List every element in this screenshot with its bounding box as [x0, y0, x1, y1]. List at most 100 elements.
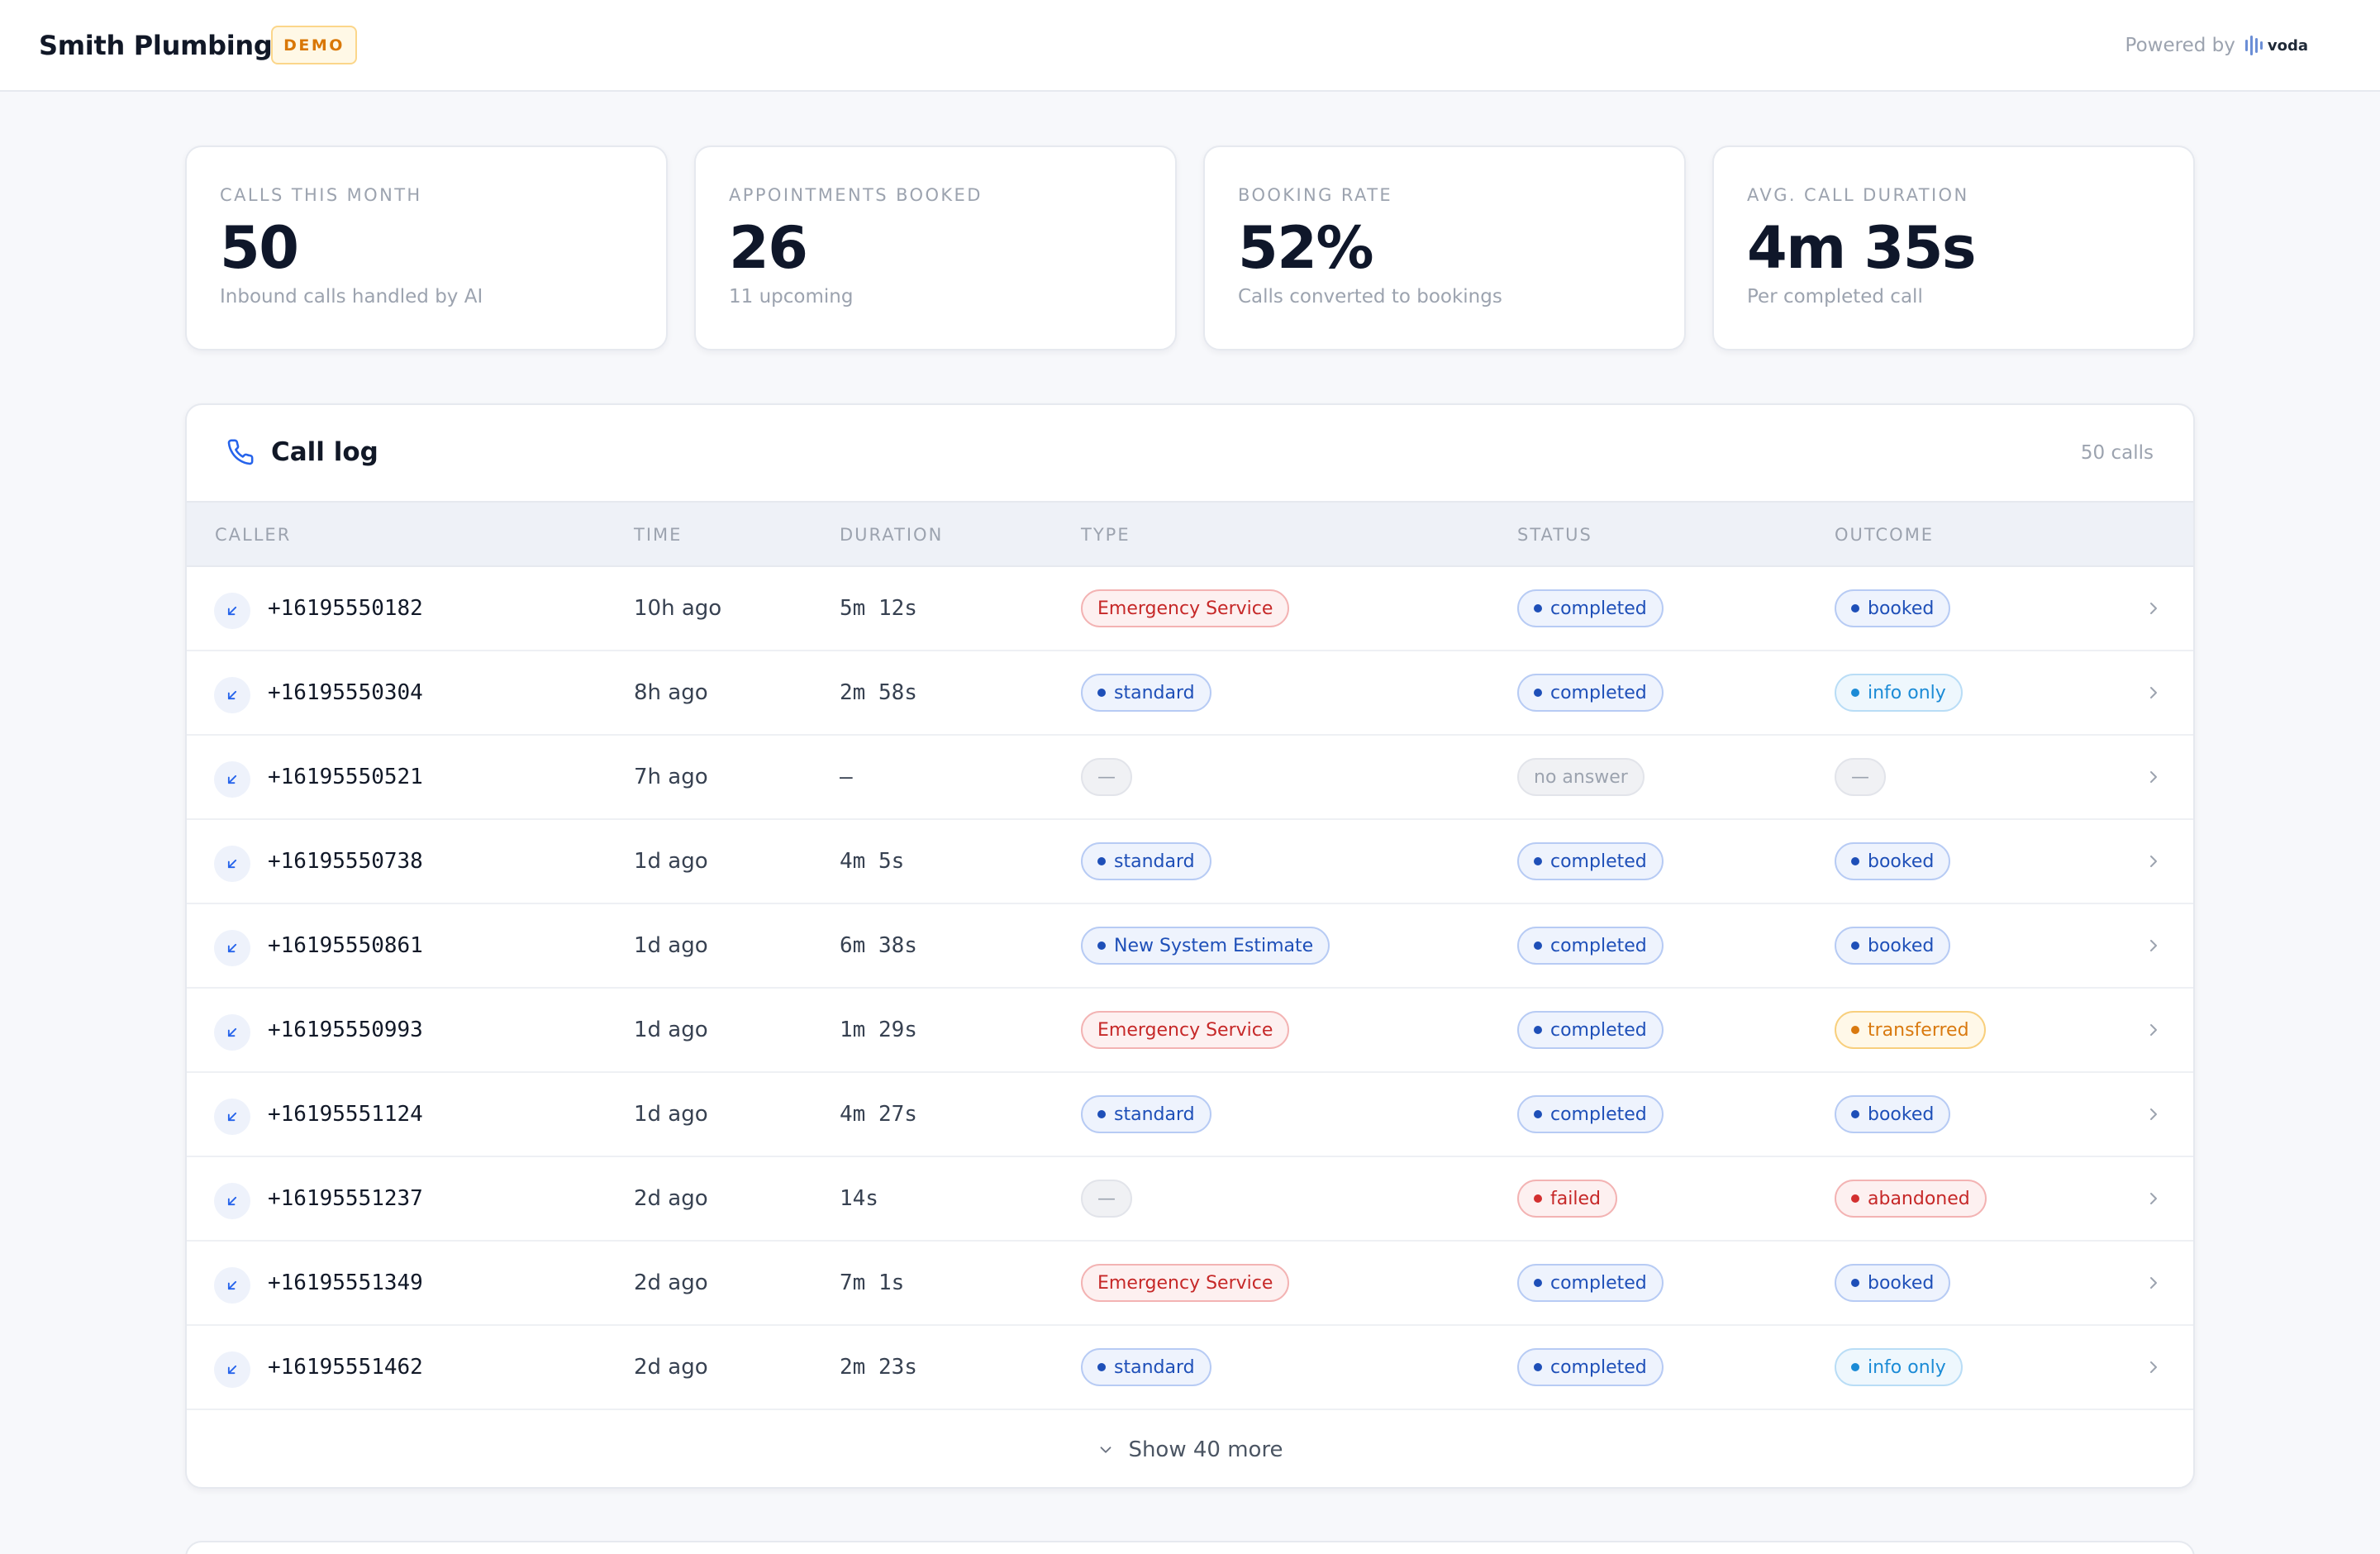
status-dot	[1534, 1194, 1542, 1203]
inbound-call-badge	[214, 1099, 250, 1135]
call-time: 8h ago	[634, 680, 708, 705]
status-dot	[1534, 604, 1542, 613]
outcome-badge: booked	[1835, 589, 1951, 627]
call-duration: —	[840, 765, 853, 789]
status-badge: completed	[1517, 1011, 1664, 1049]
status-dot	[1097, 857, 1106, 865]
outcome-badge: booked	[1835, 1095, 1951, 1133]
outcome-badge: abandoned	[1835, 1180, 1987, 1218]
call-duration: 7m 1s	[840, 1270, 905, 1295]
call-duration: 4m 27s	[840, 1102, 917, 1127]
status-dot	[1534, 1363, 1542, 1371]
stat-label: BOOKING RATE	[1238, 185, 1393, 205]
chevron-right-icon[interactable]	[2144, 851, 2163, 871]
status-badge-label: completed	[1550, 851, 1647, 872]
chevron-right-icon[interactable]	[2144, 936, 2163, 956]
stat-card: APPOINTMENTS BOOKED 26 11 upcoming	[694, 145, 1177, 350]
column-header-time[interactable]: TIME	[634, 525, 683, 545]
caller-number: +16195550861	[268, 933, 423, 958]
stat-value: 26	[729, 214, 808, 282]
status-dot	[1851, 1194, 1859, 1203]
call-duration: 4m 5s	[840, 849, 905, 874]
table-row[interactable]: +16195550993 1d ago 1m 29s Emergency Servic…	[187, 989, 2193, 1073]
type-badge: New System Estimate	[1081, 927, 1330, 965]
status-dot	[1851, 1110, 1859, 1118]
table-row[interactable]: +16195550521 7h ago — — no answer —	[187, 736, 2193, 820]
show-more-button[interactable]: Show 40 more	[187, 1412, 2193, 1487]
column-header-duration[interactable]: DURATION	[840, 525, 944, 545]
stat-label: AVG. CALL DURATION	[1747, 185, 1969, 205]
status-dot	[1097, 1110, 1106, 1118]
stat-value: 52%	[1238, 214, 1374, 282]
arrow-down-left-icon	[227, 943, 237, 953]
call-time: 1d ago	[634, 1018, 708, 1042]
column-header-status[interactable]: STATUS	[1517, 525, 1592, 545]
outcome-badge-label: booked	[1868, 851, 1935, 872]
call-time: 1d ago	[634, 1102, 708, 1127]
table-row[interactable]: +16195551462 2d ago 2m 23s standard complete…	[187, 1326, 2193, 1410]
arrow-down-left-icon	[227, 1196, 237, 1206]
status-badge-label: completed	[1550, 1019, 1647, 1041]
next-section-card	[185, 1541, 2195, 1554]
table-row[interactable]: +16195551124 1d ago 4m 27s standard complete…	[187, 1073, 2193, 1157]
status-badge-label: failed	[1550, 1188, 1601, 1209]
type-badge: Emergency Service	[1081, 1264, 1290, 1302]
arrow-down-left-icon	[227, 606, 237, 616]
table-row[interactable]: +16195550182 10h ago 5m 12s Emergency Servi…	[187, 567, 2193, 651]
status-badge: completed	[1517, 1095, 1664, 1133]
type-badge-label: standard	[1114, 851, 1195, 872]
call-time: 7h ago	[634, 765, 708, 789]
inbound-call-badge	[214, 1014, 250, 1051]
type-badge: standard	[1081, 1348, 1211, 1386]
inbound-call-badge	[214, 1183, 250, 1219]
status-dot	[1851, 604, 1859, 613]
chevron-right-icon[interactable]	[2144, 1273, 2163, 1293]
status-badge-label: completed	[1550, 1272, 1647, 1294]
arrow-down-left-icon	[227, 1365, 237, 1375]
powered-by-label: Powered by	[2125, 35, 2235, 56]
inbound-call-badge	[214, 1267, 250, 1304]
chevron-right-icon[interactable]	[2144, 1104, 2163, 1124]
business-name: Smith Plumbing	[39, 30, 273, 61]
caller-number: +16195550738	[268, 849, 423, 874]
status-badge-label: completed	[1550, 598, 1647, 619]
caller-number: +16195550521	[268, 765, 423, 789]
table-row[interactable]: +16195551237 2d ago 14s — failed abandoned	[187, 1157, 2193, 1242]
chevron-down-icon	[1101, 1447, 1111, 1453]
stat-card: CALLS THIS MONTH 50 Inbound calls handled …	[185, 145, 668, 350]
chevron-right-icon[interactable]	[2144, 1189, 2163, 1208]
chevron-right-icon[interactable]	[2144, 767, 2163, 787]
table-row[interactable]: +16195550304 8h ago 2m 58s standard complete…	[187, 651, 2193, 736]
arrow-down-left-icon	[227, 775, 237, 784]
status-dot	[1097, 941, 1106, 950]
phone-icon	[227, 439, 254, 465]
type-badge-label: Emergency Service	[1097, 1019, 1273, 1041]
stat-card: AVG. CALL DURATION 4m 35s Per completed ca…	[1712, 145, 2195, 350]
stat-subtext: Per completed call	[1747, 286, 1923, 307]
type-badge: Emergency Service	[1081, 589, 1290, 627]
column-header-type[interactable]: TYPE	[1081, 525, 1130, 545]
status-badge: completed	[1517, 1264, 1664, 1302]
column-header-outcome[interactable]: OUTCOME	[1835, 525, 1935, 545]
column-header-caller[interactable]: CALLER	[215, 525, 292, 545]
chevron-right-icon[interactable]	[2144, 1020, 2163, 1040]
chevron-right-icon[interactable]	[2144, 683, 2163, 703]
type-badge-label: standard	[1114, 1104, 1195, 1125]
inbound-call-badge	[214, 761, 250, 798]
type-badge-label: —	[1097, 766, 1116, 788]
show-more-label: Show 40 more	[1128, 1437, 1283, 1462]
table-row[interactable]: +16195550738 1d ago 4m 5s standard completed…	[187, 820, 2193, 904]
arrow-down-left-icon	[227, 859, 237, 869]
type-badge-label: —	[1097, 1188, 1116, 1209]
arrow-down-left-icon	[227, 1112, 237, 1122]
caller-number: +16195551124	[268, 1102, 423, 1127]
stat-card: BOOKING RATE 52% Calls converted to bookin…	[1203, 145, 1686, 350]
table-row[interactable]: +16195551349 2d ago 7m 1s Emergency Service…	[187, 1242, 2193, 1326]
table-row[interactable]: +16195550861 1d ago 6m 38s New System Estim…	[187, 904, 2193, 989]
status-badge-label: completed	[1550, 935, 1647, 956]
arrow-down-left-icon	[227, 1280, 237, 1290]
demo-badge: DEMO	[271, 26, 357, 64]
chevron-right-icon[interactable]	[2144, 1357, 2163, 1377]
chevron-right-icon[interactable]	[2144, 598, 2163, 618]
status-dot	[1534, 941, 1542, 950]
